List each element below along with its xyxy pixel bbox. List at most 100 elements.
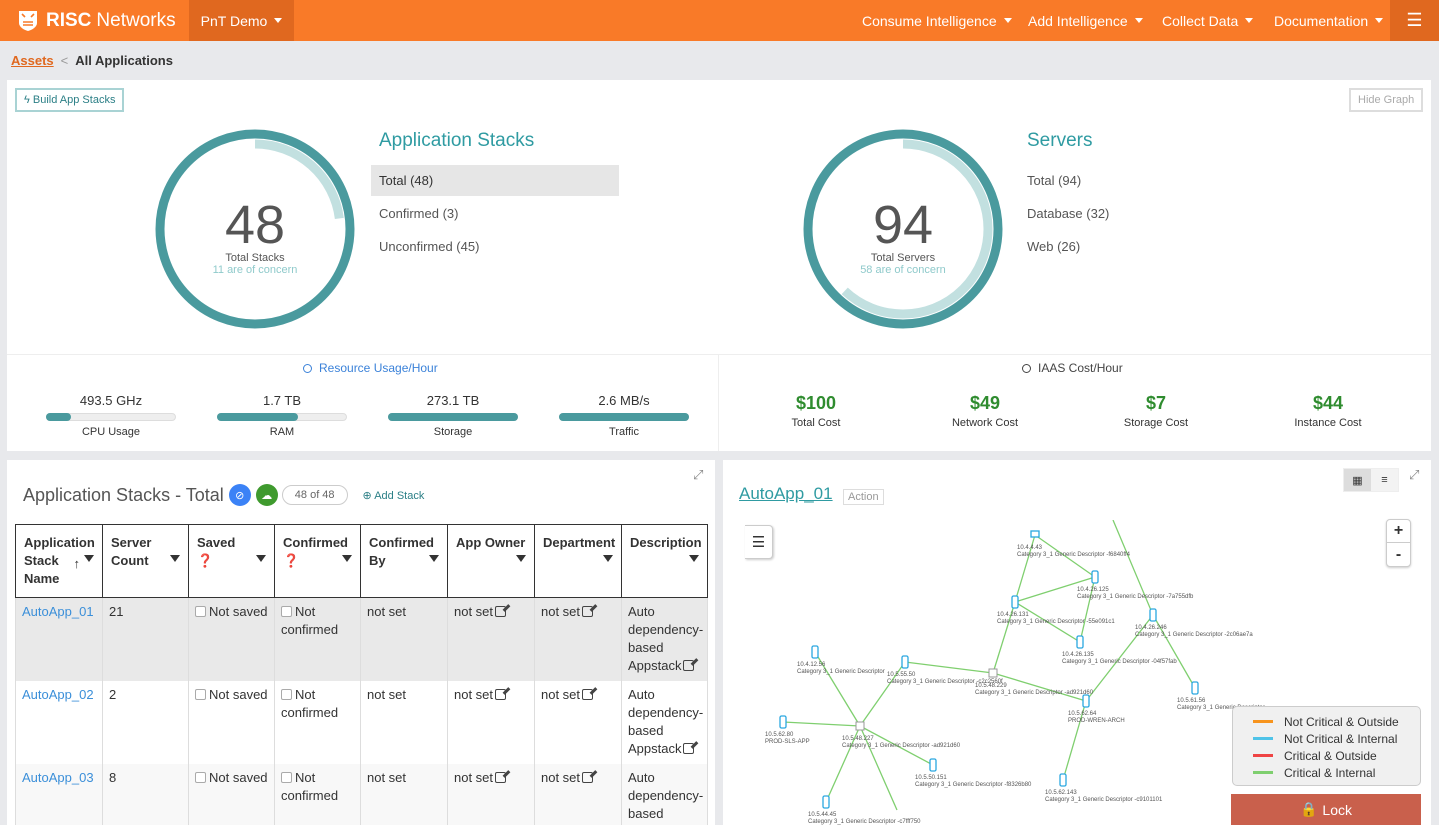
confirmed-checkbox[interactable]: [281, 771, 292, 783]
breadcrumb-assets-link[interactable]: Assets: [11, 53, 54, 68]
build-app-stacks-button[interactable]: ϟ Build App Stacks: [15, 88, 125, 112]
servers-filter-database[interactable]: Database (32): [1027, 206, 1110, 221]
metric-value: 273.1 TB: [426, 393, 480, 408]
edit-icon[interactable]: [683, 660, 695, 671]
stacks-filter-total[interactable]: Total (48): [371, 165, 619, 196]
help-icon[interactable]: ❓: [283, 553, 300, 568]
servers-filter-total[interactable]: Total (94): [1027, 173, 1082, 188]
menu-add-intelligence[interactable]: Add Intelligence: [1028, 0, 1143, 41]
col-header-department[interactable]: Department: [534, 524, 622, 598]
saved-checkbox[interactable]: [195, 771, 206, 783]
hide-graph-button[interactable]: Hide Graph: [1349, 88, 1424, 112]
lock-button[interactable]: 🔒 Lock: [1231, 794, 1421, 825]
edit-icon[interactable]: [582, 771, 594, 783]
filter-icon[interactable]: [689, 555, 699, 562]
progress-bar: [217, 413, 347, 421]
lock-icon: 🔒: [1299, 801, 1318, 817]
filter-icon[interactable]: [429, 555, 439, 562]
scrollbar[interactable]: [1431, 460, 1439, 825]
col-header-description[interactable]: Description: [621, 524, 708, 598]
zoom-out-button[interactable]: -: [1395, 545, 1402, 563]
add-stack-button[interactable]: ⊕ Add Stack: [363, 489, 425, 502]
edit-icon[interactable]: [582, 606, 594, 617]
graph-menu-button[interactable]: ☰: [745, 525, 773, 559]
legend-swatch: [1253, 754, 1273, 757]
filter-icon[interactable]: [256, 555, 266, 562]
help-icon[interactable]: ❓: [197, 553, 214, 568]
filter-icon[interactable]: [170, 555, 180, 562]
edit-icon[interactable]: [495, 771, 507, 783]
description: Auto dependency-based Appstack: [628, 604, 704, 673]
edit-icon[interactable]: [495, 606, 507, 617]
confirmed-checkbox[interactable]: [281, 688, 292, 700]
saved-checkbox[interactable]: [195, 688, 206, 700]
stack-name-link[interactable]: AutoApp_02: [22, 686, 94, 702]
filter-icon[interactable]: [342, 555, 352, 562]
brand-logo[interactable]: RISC Networks: [18, 0, 176, 41]
col-header-server-count[interactable]: Server Count: [102, 524, 189, 598]
header-label: Confirmed: [283, 535, 348, 550]
stacks-filter-unconfirmed[interactable]: Unconfirmed (45): [379, 239, 480, 254]
col-header-confirmed[interactable]: Confirmed ❓: [274, 524, 361, 598]
filter-icon[interactable]: [516, 555, 526, 562]
action-button[interactable]: Action: [843, 489, 884, 505]
list-view-icon[interactable]: ≡: [1381, 474, 1388, 486]
server-icon: [1082, 694, 1090, 708]
menu-collect-data[interactable]: Collect Data: [1162, 0, 1254, 41]
metric-label: RAM: [269, 426, 295, 438]
menu-documentation[interactable]: Documentation: [1274, 0, 1384, 41]
saved-checkbox[interactable]: [195, 606, 206, 617]
col-header-confirmed-by[interactable]: Confirmed By: [360, 524, 448, 598]
expand-icon[interactable]: ⤢: [693, 467, 704, 482]
table-row[interactable]: AutoApp_02 2 Not saved Not confirmed not…: [15, 680, 708, 764]
filter-icon[interactable]: [603, 555, 613, 562]
col-header-app-owner[interactable]: App Owner: [447, 524, 535, 598]
edit-icon[interactable]: [495, 688, 507, 700]
menu-consume-intelligence[interactable]: Consume Intelligence: [862, 0, 1012, 41]
edit-icon[interactable]: [582, 688, 594, 700]
filter-icon[interactable]: [84, 555, 94, 562]
iaas-cost-toggle[interactable]: IAAS Cost/Hour: [1022, 361, 1123, 375]
menu-label: Collect Data: [1162, 12, 1239, 29]
confirmed-checkbox[interactable]: [281, 606, 292, 617]
project-dropdown[interactable]: PnT Demo: [189, 0, 294, 41]
stack-name-link[interactable]: AutoApp_03: [22, 769, 94, 785]
sort-icon[interactable]: ↑: [73, 556, 81, 571]
table-row[interactable]: AutoApp_03 8 Not saved Not confirmed not…: [15, 763, 708, 825]
grid-view-icon[interactable]: ▦: [1344, 469, 1371, 491]
zoom-in-button[interactable]: +: [1387, 520, 1410, 543]
col-header-saved[interactable]: Saved ❓: [188, 524, 275, 598]
resource-usage-toggle[interactable]: Resource Usage/Hour: [303, 361, 438, 375]
edit-icon[interactable]: [683, 742, 695, 754]
graph-stack-link[interactable]: AutoApp_01: [739, 484, 833, 503]
cloud-download-icon[interactable]: ☁: [255, 484, 278, 506]
table-row[interactable]: AutoApp_01 21 Not saved Not confirmed no…: [15, 597, 708, 681]
node-ip: 10.4.26.246: [1135, 625, 1167, 631]
servers-filter-web[interactable]: Web (26): [1027, 239, 1081, 254]
expand-icon[interactable]: ⤢: [1409, 467, 1420, 482]
col-header-name[interactable]: Application Stack Name ↑: [15, 524, 103, 598]
visibility-icon[interactable]: ⊘: [228, 484, 251, 506]
stack-name-link[interactable]: AutoApp_01: [22, 604, 94, 619]
graph-edge: [904, 661, 994, 674]
hamburger-icon[interactable]: ☰: [1390, 0, 1439, 41]
stacks-filter-confirmed[interactable]: Confirmed (3): [379, 206, 459, 221]
graph-edge: [825, 725, 861, 803]
legend-swatch: [1253, 771, 1273, 774]
